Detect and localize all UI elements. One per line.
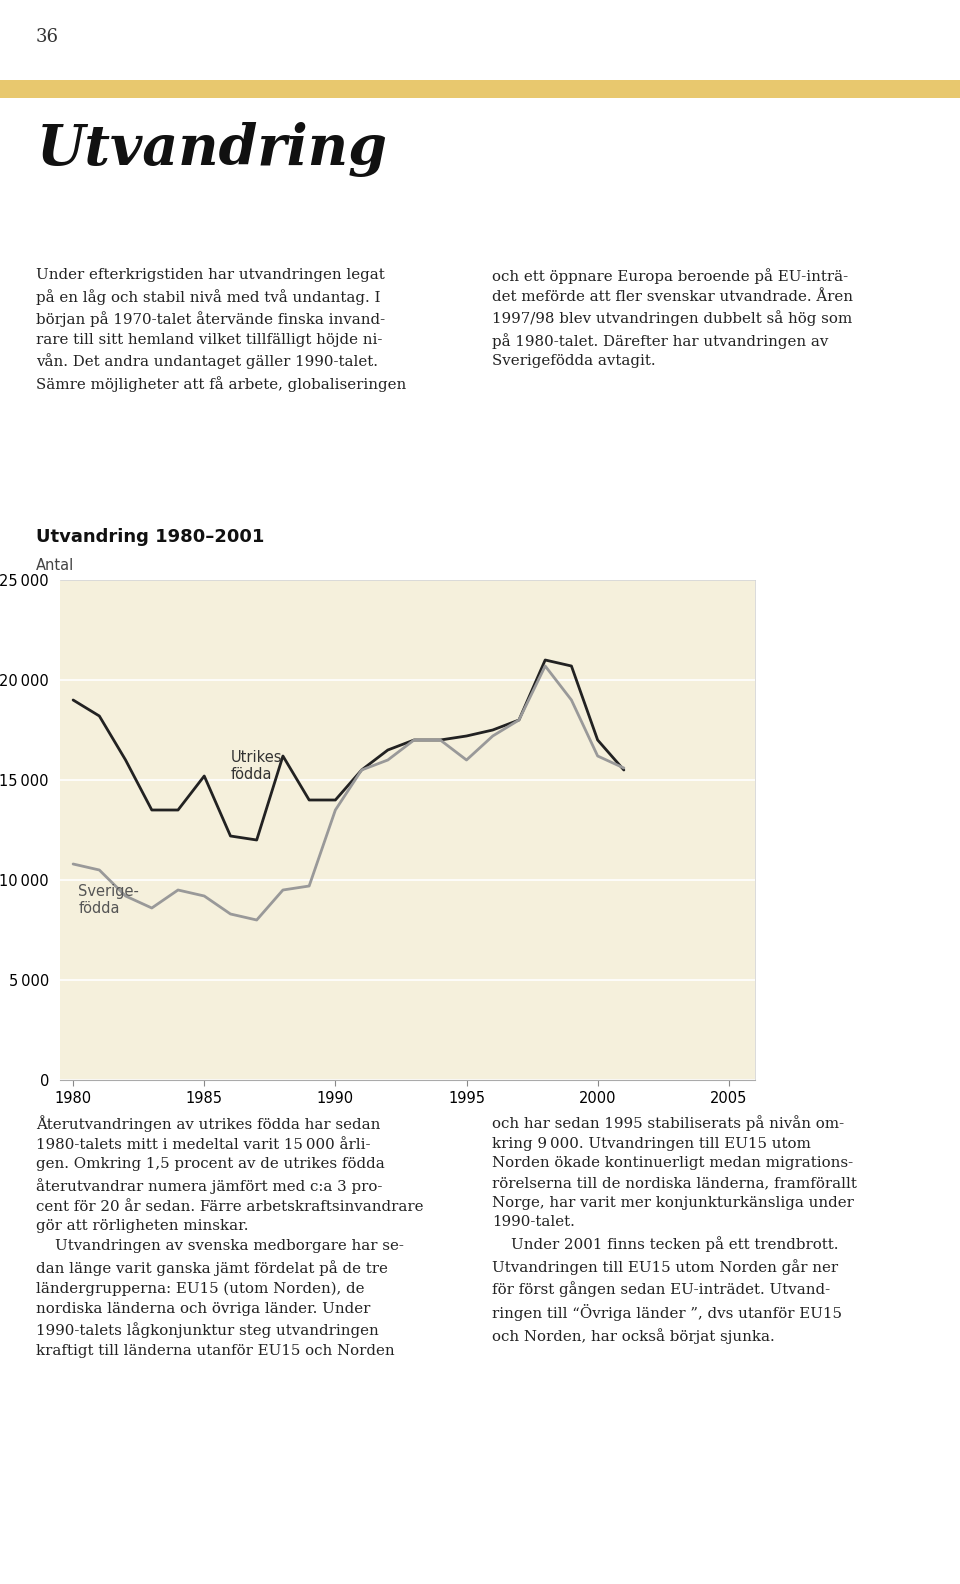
Text: Sverige-
födda: Sverige- födda	[79, 884, 139, 917]
Text: Antal: Antal	[36, 558, 74, 573]
Text: Återutvandringen av utrikes födda har sedan
1980-talets mitt i medeltal varit 15: Återutvandringen av utrikes födda har se…	[36, 1115, 423, 1357]
Text: 36: 36	[36, 29, 59, 46]
Text: Under efterkrigstiden har utvandringen legat
på en låg och stabil nivå med två u: Under efterkrigstiden har utvandringen l…	[36, 268, 406, 391]
Text: Utvandring: Utvandring	[36, 122, 387, 177]
Text: Utvandring 1980–2001: Utvandring 1980–2001	[36, 527, 264, 546]
Text: Utrikes
födda: Utrikes födda	[230, 749, 282, 782]
Text: och har sedan 1995 stabiliserats på nivån om-
kring 9 000. Utvandringen till EU1: och har sedan 1995 stabiliserats på nivå…	[492, 1115, 857, 1345]
Text: och ett öppnare Europa beroende på EU-inträ-
det meförde att fler svenskar utvan: och ett öppnare Europa beroende på EU-in…	[492, 268, 853, 369]
Bar	[0, 81, 960, 98]
